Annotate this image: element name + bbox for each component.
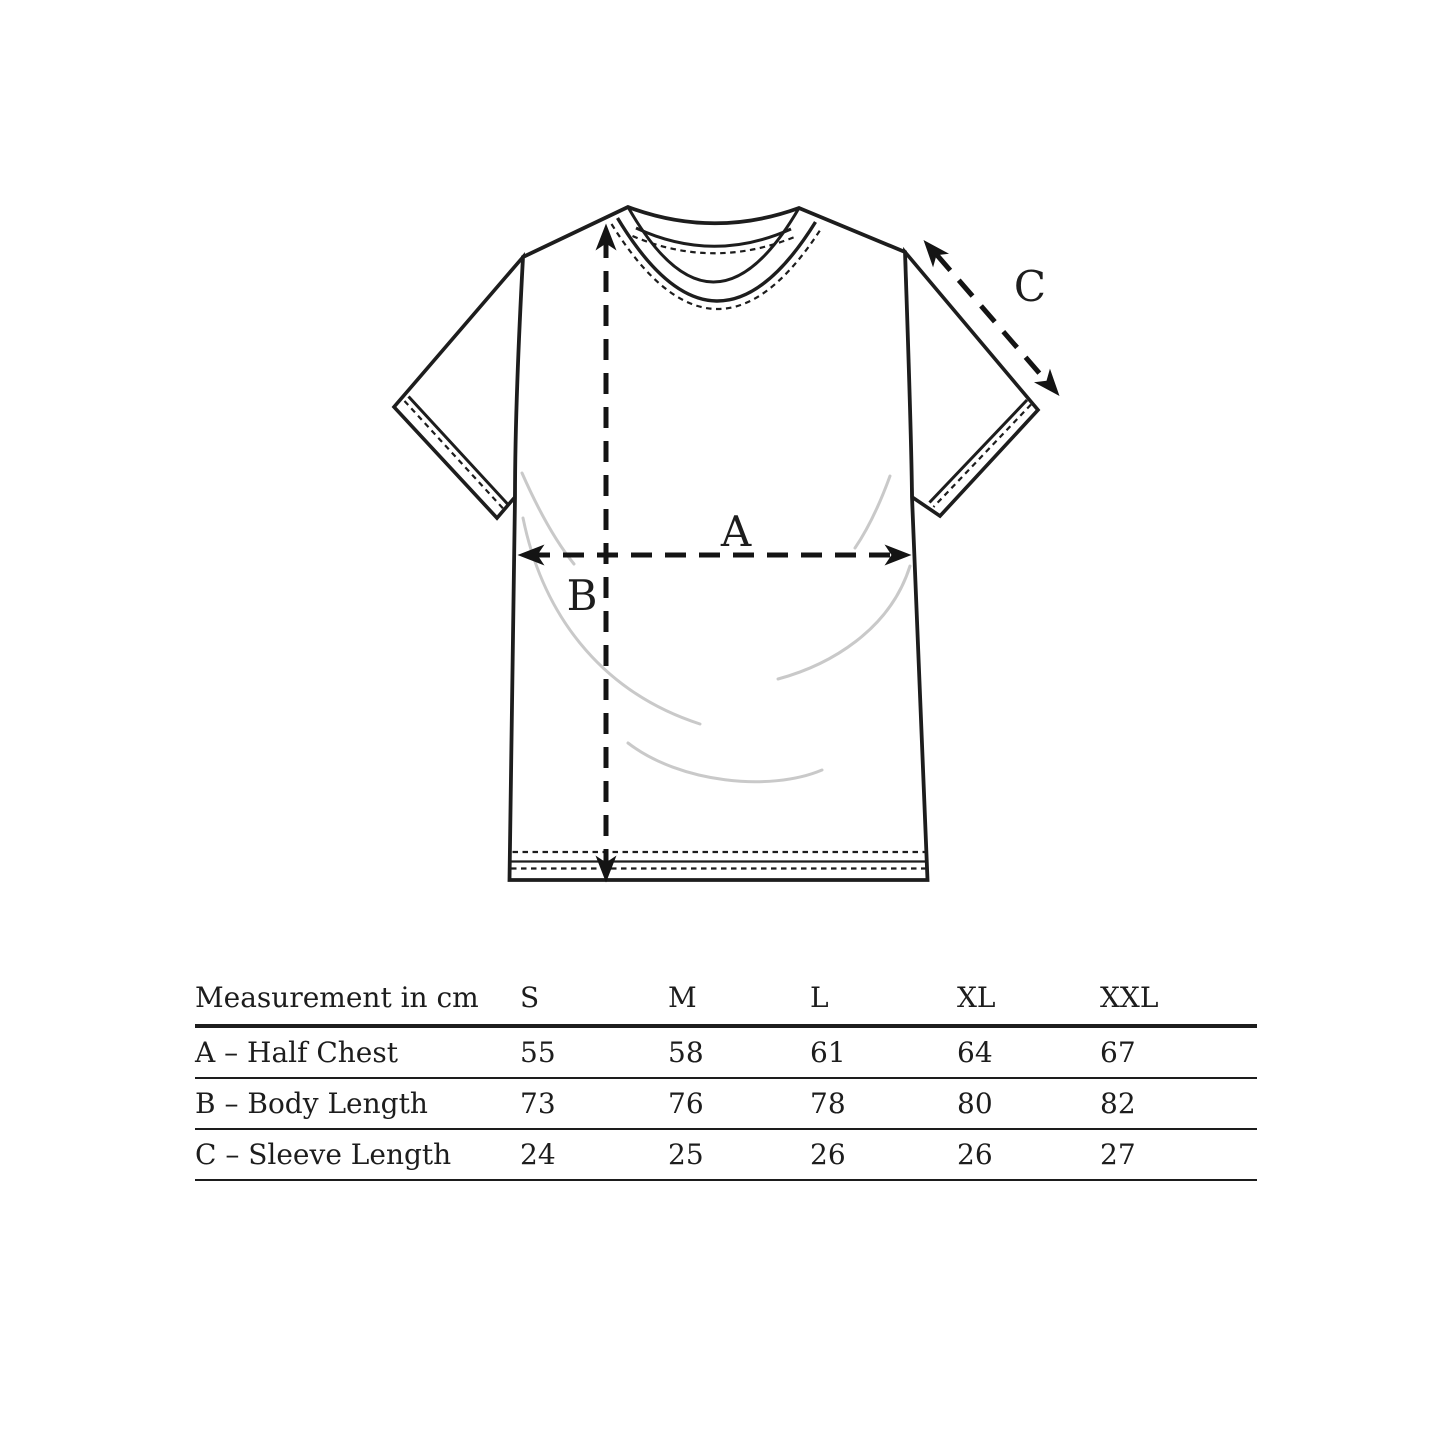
- value-xl: 80: [957, 1086, 993, 1120]
- dimension-line-c: [915, 233, 1068, 403]
- value-s: 24: [520, 1137, 556, 1171]
- column-header-xl: XL: [957, 980, 996, 1014]
- row-label: B – Body Length: [195, 1086, 428, 1120]
- collar-back-inner: [635, 226, 792, 248]
- collar: [610, 206, 823, 310]
- value-m: 25: [668, 1137, 704, 1171]
- column-header-measurement: Measurement in cm: [195, 980, 479, 1014]
- dimension-line-a: [517, 544, 912, 566]
- sleeve-left: [391, 251, 525, 521]
- arrowhead-c-bottom: [1033, 368, 1068, 403]
- table-header-row: Measurement in cm S M L XL XXL: [195, 971, 1257, 1028]
- value-m: 58: [668, 1035, 704, 1069]
- bottom-hem: [511, 850, 928, 870]
- value-xxl: 27: [1100, 1137, 1136, 1171]
- collar-front-stitch: [610, 223, 823, 310]
- value-xl: 26: [957, 1137, 993, 1171]
- dim-label-a: A: [720, 507, 752, 556]
- dim-label-b: B: [567, 571, 598, 620]
- column-header-xxl: XXL: [1100, 980, 1159, 1014]
- value-s: 73: [520, 1086, 556, 1120]
- value-xl: 64: [957, 1035, 993, 1069]
- value-xxl: 82: [1100, 1086, 1136, 1120]
- size-table: Measurement in cm S M L XL XXL A – Half …: [195, 971, 1257, 1181]
- column-header-m: M: [668, 980, 697, 1014]
- collar-front-inner: [626, 206, 801, 284]
- value-xxl: 67: [1100, 1035, 1136, 1069]
- row-label: A – Half Chest: [195, 1035, 398, 1069]
- value-s: 55: [520, 1035, 556, 1069]
- value-l: 26: [810, 1137, 846, 1171]
- sleeve-hem-right: [928, 398, 1032, 508]
- table-row-half-chest: A – Half Chest 55 58 61 64 67: [195, 1028, 1257, 1079]
- value-m: 76: [668, 1086, 704, 1120]
- dim-label-c: C: [1014, 262, 1046, 311]
- tshirt-body-outline: [507, 204, 930, 882]
- sleeve-hem-left: [403, 395, 510, 511]
- value-l: 78: [810, 1086, 846, 1120]
- value-l: 61: [810, 1035, 846, 1069]
- collar-front-seam: [616, 217, 817, 303]
- column-header-s: S: [520, 980, 540, 1014]
- column-header-l: L: [810, 980, 829, 1014]
- dimension-line-b: [595, 223, 617, 883]
- table-row-body-length: B – Body Length 73 76 78 80 82: [195, 1079, 1257, 1130]
- table-row-sleeve-length: C – Sleeve Length 24 25 26 26 27: [195, 1130, 1257, 1181]
- row-label: C – Sleeve Length: [195, 1137, 452, 1171]
